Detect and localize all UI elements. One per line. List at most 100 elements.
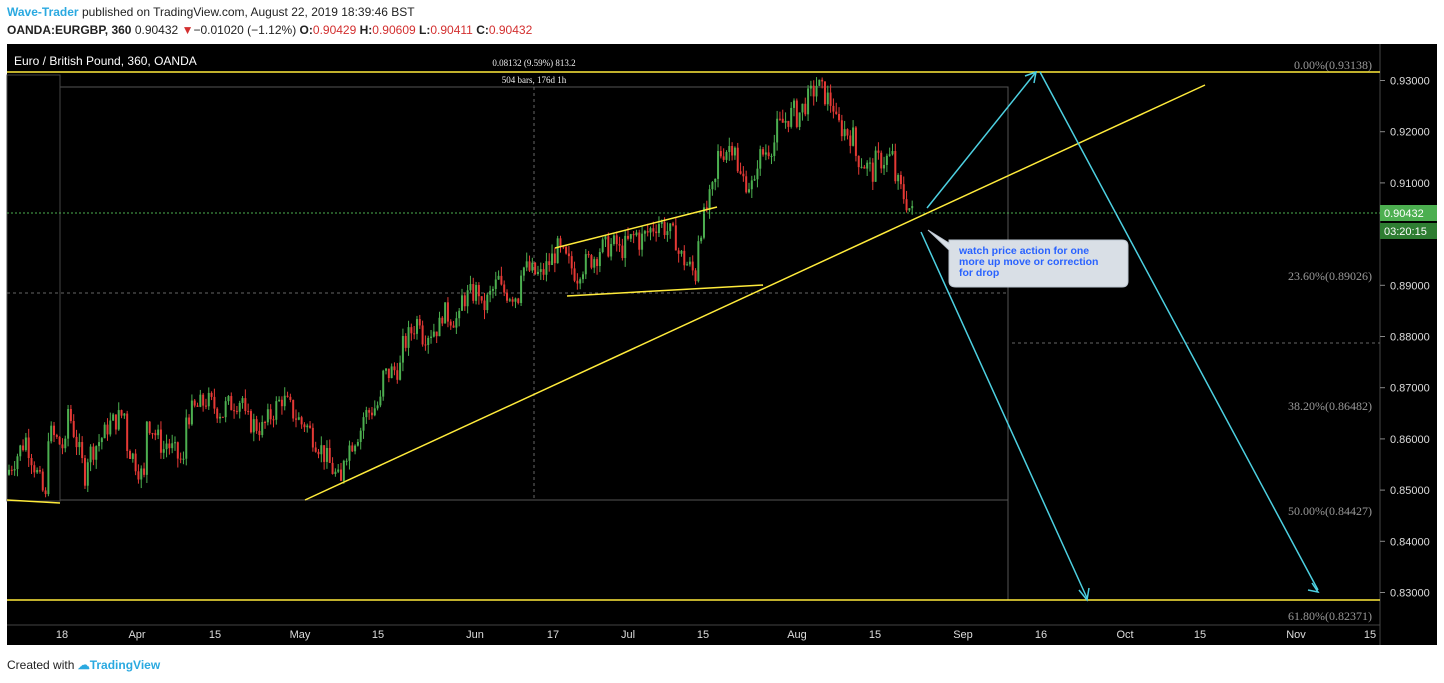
candle-body (269, 409, 272, 420)
candle-body (154, 433, 157, 436)
candle-body (728, 146, 731, 152)
projection-down-line-short[interactable] (920, 231, 1088, 599)
drawings (6, 70, 1380, 602)
candle-body (168, 443, 171, 449)
candle-body (387, 368, 390, 379)
candle-body (553, 253, 556, 264)
candle-body (691, 261, 694, 271)
fib-label: 23.60%(0.89026) (1288, 269, 1372, 283)
candle-body (294, 418, 297, 420)
candle-body (762, 149, 765, 155)
candle-body (435, 331, 438, 337)
candle-body (241, 398, 244, 403)
candle-body (823, 81, 826, 105)
candle-body (840, 120, 843, 137)
publish-info: Wave-Trader published on TradingView.com… (7, 5, 415, 19)
down-arrow-icon: ▼ (181, 23, 194, 37)
candle-body (117, 410, 120, 430)
candle-body (826, 92, 829, 105)
candle-body (747, 189, 750, 193)
candle-body (261, 421, 264, 436)
candle-body (10, 469, 13, 471)
tradingview-brand[interactable]: TradingView (89, 658, 161, 672)
candle-body (773, 142, 776, 156)
candle-body (767, 152, 770, 157)
candle-body (677, 250, 680, 254)
candle-body (536, 271, 539, 274)
candle-body (511, 299, 514, 302)
candle-body (418, 319, 421, 326)
candle-body (359, 430, 362, 442)
channel-upper-line[interactable] (554, 206, 718, 249)
candle-body (438, 317, 441, 337)
candle-body (140, 468, 143, 480)
author-name[interactable]: Wave-Trader (7, 5, 79, 19)
candle-body (320, 445, 323, 455)
arrowhead-up-icon (1024, 70, 1037, 84)
candle-body (500, 275, 503, 285)
candle-body (576, 280, 579, 284)
candle-body (722, 156, 725, 160)
candle-body (159, 429, 162, 453)
candle-body (47, 441, 50, 495)
candle-body (44, 490, 47, 495)
annotation-bubble (927, 229, 1129, 288)
x-tick-label: 15 (697, 629, 709, 641)
candle-body (385, 368, 388, 371)
candle-body (325, 447, 328, 462)
candle-body (354, 445, 357, 452)
candle-body (396, 370, 399, 380)
candle-body (72, 421, 75, 437)
annotation-callout[interactable]: watch price action for one more up move o… (927, 229, 1129, 288)
candle-body (314, 447, 317, 452)
candle-body (714, 178, 717, 183)
candle-body (106, 424, 109, 435)
close-value: 0.90432 (488, 23, 533, 37)
candle-body (601, 239, 604, 253)
candle-body (584, 254, 587, 275)
candle-body (33, 465, 36, 473)
candle-body (432, 331, 435, 337)
projection-down-line-long[interactable] (1039, 71, 1319, 591)
high-value: 0.90609 (372, 23, 416, 37)
candle-body (413, 333, 416, 335)
rising-trendline[interactable] (304, 84, 1206, 501)
candle-body (151, 433, 154, 435)
candle-body (522, 267, 525, 276)
candle-body (891, 151, 894, 155)
candle-body (472, 284, 475, 301)
candle-body (221, 416, 224, 418)
projection-up-line[interactable] (926, 71, 1037, 209)
candle-body (725, 151, 728, 160)
candle-body (78, 442, 81, 448)
candle-body (902, 184, 905, 200)
y-tick-label: 0.85000 (1390, 485, 1430, 497)
candle-body (607, 236, 610, 257)
fib-label: 38.20%(0.86482) (1288, 399, 1372, 413)
candle-body (64, 438, 67, 449)
candle-body (365, 410, 368, 418)
tradingview-logo-icon[interactable]: ☁ (77, 658, 90, 672)
candle-body (612, 235, 615, 244)
candle-body (22, 445, 25, 451)
candle-body (562, 246, 565, 248)
candle-body (770, 155, 773, 157)
candle-body (641, 233, 644, 250)
candle-body (13, 469, 16, 471)
candle-body (666, 231, 669, 236)
candle-body (185, 417, 188, 459)
candle-body (247, 410, 250, 412)
candle-body (404, 336, 407, 348)
channel-lower-line[interactable] (566, 284, 764, 297)
low-label: L: (419, 23, 431, 37)
candle-body (278, 399, 281, 402)
candles (8, 77, 914, 498)
candle-body (506, 292, 509, 301)
candle-body (863, 166, 866, 169)
candle-body (393, 366, 396, 371)
candle-body (731, 146, 734, 156)
candle-body (697, 241, 700, 282)
candle-body (883, 164, 886, 169)
support-segment[interactable] (6, 499, 61, 504)
